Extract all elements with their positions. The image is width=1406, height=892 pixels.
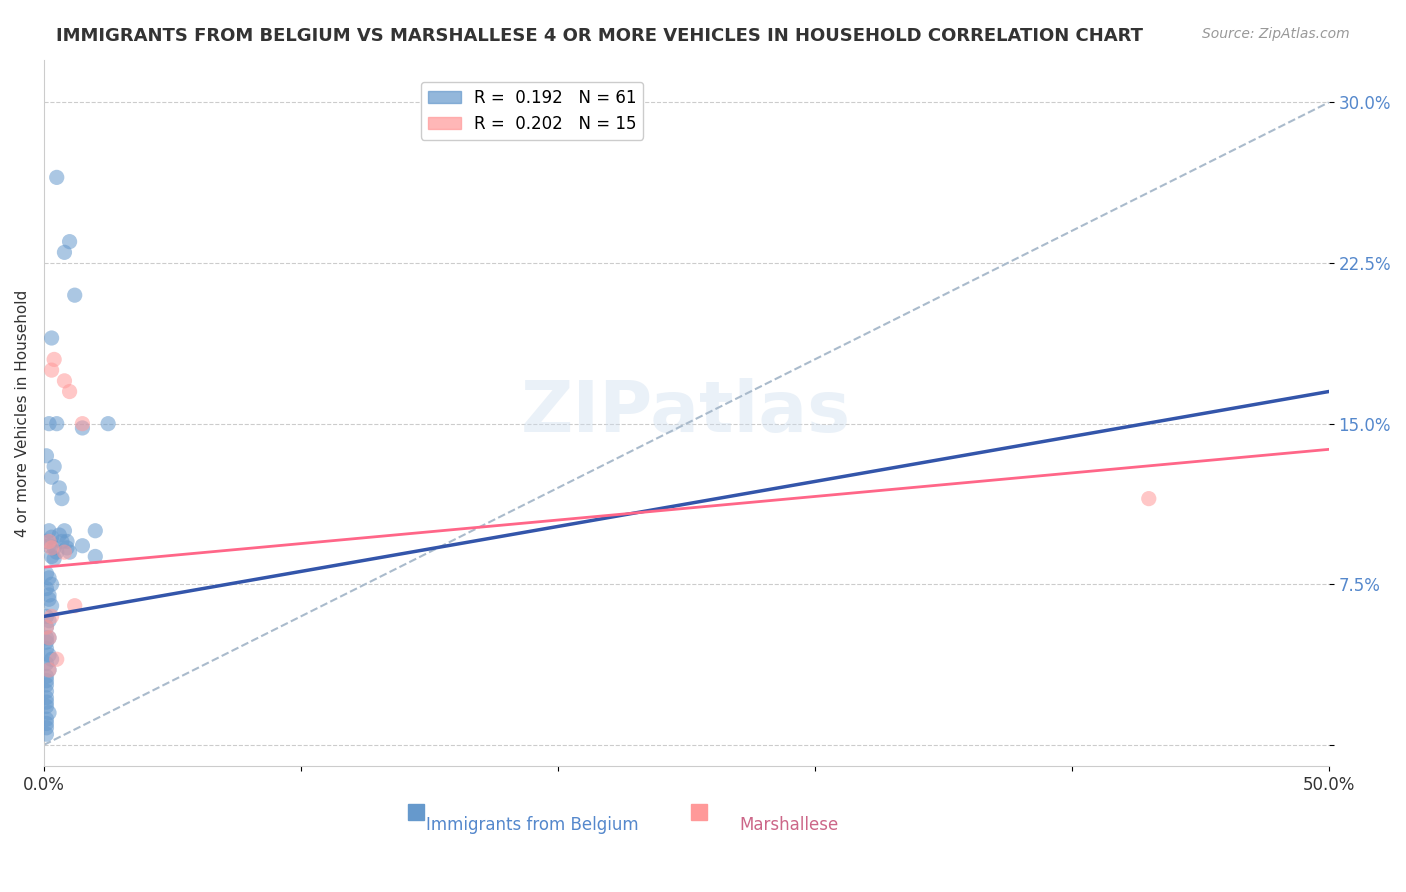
Point <box>38 663 60 677</box>
Point <box>38 417 60 431</box>
Point <box>35 669 58 683</box>
Point <box>44 352 66 367</box>
Point <box>56 534 79 549</box>
Point <box>41 577 63 591</box>
Point <box>35 641 58 656</box>
Point <box>35 609 58 624</box>
Point <box>44 459 66 474</box>
Point <box>35 727 58 741</box>
Point <box>41 530 63 544</box>
Point <box>44 551 66 566</box>
Point <box>35 695 58 709</box>
Point <box>35 566 58 581</box>
Point <box>38 706 60 720</box>
Point <box>72 421 94 435</box>
Point <box>72 539 94 553</box>
Point <box>35 620 58 634</box>
Point <box>63 288 86 302</box>
Point <box>38 663 60 677</box>
Point <box>53 374 76 388</box>
Point <box>41 470 63 484</box>
Point <box>35 712 58 726</box>
Point <box>51 491 73 506</box>
Point <box>38 534 60 549</box>
Point <box>53 524 76 538</box>
Text: IMMIGRANTS FROM BELGIUM VS MARSHALLESE 4 OR MORE VEHICLES IN HOUSEHOLD CORRELATI: IMMIGRANTS FROM BELGIUM VS MARSHALLESE 4… <box>56 27 1143 45</box>
Point <box>58 235 80 249</box>
Point <box>41 331 63 345</box>
Point <box>35 449 58 463</box>
Point <box>38 614 60 628</box>
Point <box>35 534 58 549</box>
Point <box>56 541 79 555</box>
Point <box>35 620 58 634</box>
Point <box>38 648 60 662</box>
Point <box>35 673 58 688</box>
Point <box>48 481 70 495</box>
Point <box>45 417 67 431</box>
Point <box>38 539 60 553</box>
Point <box>45 170 67 185</box>
Point <box>41 541 63 555</box>
Point <box>45 545 67 559</box>
Point <box>41 363 63 377</box>
Point <box>51 534 73 549</box>
Point <box>35 716 58 731</box>
Point <box>84 524 107 538</box>
Text: Source: ZipAtlas.com: Source: ZipAtlas.com <box>1202 27 1350 41</box>
Point <box>41 549 63 564</box>
Point <box>35 684 58 698</box>
Point <box>53 245 76 260</box>
Point <box>35 635 58 649</box>
Point <box>72 417 94 431</box>
Point <box>38 631 60 645</box>
Text: ZIPatlas: ZIPatlas <box>522 378 852 448</box>
Point <box>35 690 58 705</box>
Point <box>53 545 76 559</box>
Point <box>48 528 70 542</box>
Point <box>63 599 86 613</box>
Point <box>38 524 60 538</box>
Text: Immigrants from Belgium: Immigrants from Belgium <box>426 816 638 834</box>
Point <box>35 657 58 671</box>
Point <box>35 582 58 596</box>
Text: Marshallese: Marshallese <box>740 816 838 834</box>
Legend: R =  0.192   N = 61, R =  0.202   N = 15: R = 0.192 N = 61, R = 0.202 N = 15 <box>420 82 644 140</box>
Point <box>45 652 67 666</box>
Point <box>35 678 58 692</box>
Point <box>58 545 80 559</box>
Point <box>44 541 66 555</box>
Point <box>41 599 63 613</box>
Point <box>58 384 80 399</box>
Point <box>1137 491 1160 506</box>
Point <box>41 652 63 666</box>
Point <box>38 588 60 602</box>
Point <box>35 631 58 645</box>
Point <box>97 417 120 431</box>
Point <box>38 631 60 645</box>
Point <box>41 609 63 624</box>
Point <box>35 699 58 714</box>
Y-axis label: 4 or more Vehicles in Household: 4 or more Vehicles in Household <box>15 289 30 537</box>
Point <box>38 571 60 585</box>
Point <box>35 721 58 735</box>
Point <box>38 592 60 607</box>
Point <box>84 549 107 564</box>
